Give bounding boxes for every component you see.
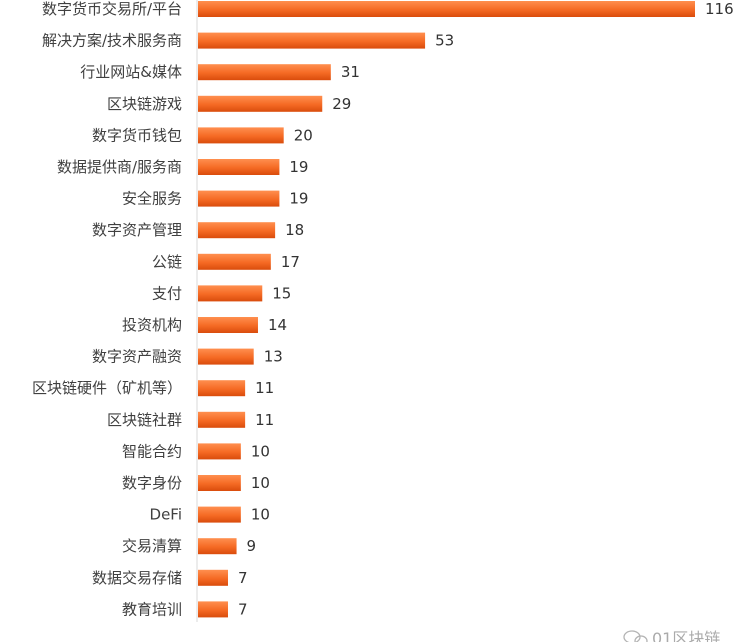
bar	[198, 190, 280, 207]
value-label: 18	[285, 221, 304, 239]
watermark: 01区块链	[623, 629, 720, 642]
value-label: 31	[341, 63, 360, 81]
category-label: 区块链游戏	[107, 95, 182, 113]
bar	[198, 32, 426, 49]
category-label: 区块链社群	[107, 411, 182, 429]
value-label: 116	[705, 0, 734, 18]
category-label: 支付	[152, 284, 182, 302]
category-label: 区块链硬件（矿机等）	[32, 379, 182, 397]
value-label: 19	[289, 190, 308, 208]
category-label: 交易清算	[122, 537, 182, 555]
category-label: 智能合约	[122, 442, 182, 460]
value-label: 15	[272, 284, 291, 302]
value-label: 14	[268, 316, 287, 334]
category-label: 数据提供商/服务商	[57, 158, 182, 176]
category-label: 数据交易存储	[92, 569, 182, 587]
bar	[198, 222, 276, 239]
bar	[198, 64, 331, 81]
value-label: 7	[238, 569, 248, 587]
bar	[198, 538, 237, 555]
category-label: 数字资产管理	[92, 221, 182, 239]
bar	[198, 348, 254, 365]
bar	[198, 285, 263, 302]
category-label: 教育培训	[122, 600, 182, 618]
bar	[198, 506, 241, 523]
category-label: 投资机构	[122, 316, 182, 334]
bar	[198, 601, 228, 618]
bar	[198, 159, 280, 175]
category-label: 安全服务	[122, 190, 182, 208]
value-label: 19	[289, 158, 308, 176]
value-label: 17	[281, 253, 300, 271]
value-label: 53	[435, 32, 454, 50]
value-label: 20	[294, 126, 313, 144]
wechat-icon	[623, 630, 648, 642]
value-label: 10	[251, 506, 270, 524]
bar	[198, 1, 695, 17]
bar	[198, 253, 271, 270]
category-label: 数字货币钱包	[92, 126, 182, 144]
value-label: 29	[332, 95, 351, 113]
value-label: 11	[255, 379, 274, 397]
value-label: 10	[251, 474, 270, 492]
bar	[198, 569, 228, 586]
bar	[198, 317, 258, 333]
category-label: 数字身份	[122, 474, 182, 492]
category-label: 数字资产融资	[92, 348, 182, 366]
bar	[198, 411, 246, 428]
value-label: 10	[251, 442, 270, 460]
bar	[198, 127, 284, 144]
value-label: 7	[238, 600, 248, 618]
category-label: DeFi	[150, 506, 182, 524]
value-label: 13	[264, 348, 283, 366]
bar	[198, 475, 241, 491]
category-label: 公链	[152, 253, 182, 271]
category-label: 行业网站&媒体	[80, 63, 182, 81]
category-label: 解决方案/技术服务商	[42, 32, 182, 50]
category-label: 数字货币交易所/平台	[42, 0, 182, 18]
watermark-text: 01区块链	[652, 629, 720, 642]
value-label: 11	[255, 411, 274, 429]
value-label: 9	[247, 537, 257, 555]
bar	[198, 443, 241, 460]
bars-group: 数字货币交易所/平台 116 解决方案/技术服务商 53 行业网站&媒体 31 区块链游戏 2…	[32, 0, 734, 618]
bar	[198, 95, 323, 112]
bar	[198, 380, 246, 397]
